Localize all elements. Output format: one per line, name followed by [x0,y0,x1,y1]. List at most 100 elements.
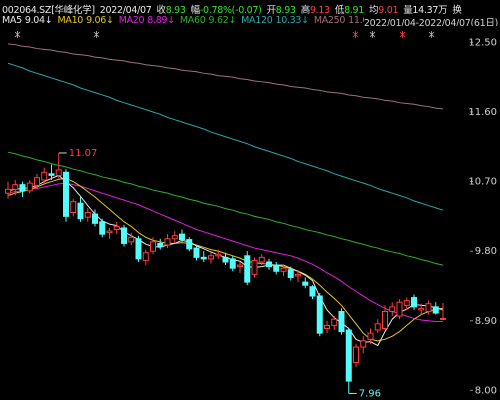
candle-body [353,346,359,364]
min-label: 7.96 [359,388,381,399]
candle-body [266,261,272,268]
legend-name: MA5 [2,15,22,26]
candle-body [121,227,127,244]
candle-body [251,259,258,275]
candle-body [229,258,236,269]
candle-body [222,256,229,263]
quote-date: 2022/04/07 [99,5,152,16]
quote-label: 幅 [190,5,201,16]
candle-body [200,256,207,260]
candle-body [70,201,77,213]
candle-body [157,242,164,248]
quote-value: 14.37万 [412,5,448,16]
y-tick-label: 8.90 [475,316,497,327]
candle-body [432,306,439,314]
candle-body [48,173,55,176]
markers [14,31,435,38]
candle-body [396,301,403,317]
stock-code: 002064.SZ[华峰化学] [2,5,95,16]
candle-body [237,264,243,268]
candle-body [309,286,316,297]
candle-body [77,202,84,220]
candle-body [19,184,26,192]
event-marker [352,31,359,38]
ma-legend: MA5 9.04↓ MA10 9.06↓ MA20 8.89↓ MA60 9.62↓ MA120… [2,15,498,26]
candle-body [273,264,280,272]
legend-value: 9.06↓ [86,15,114,26]
candle-body [280,267,287,272]
candle-body [360,340,367,348]
legend-value: 9.62↓ [208,15,237,26]
candle-body [208,255,214,260]
candle-body [295,273,301,277]
legend-name: MA20 [118,15,145,26]
event-marker [14,31,21,38]
max-label: 11.07 [69,148,98,159]
candle-body [345,329,352,382]
candle-body [26,182,33,192]
quote-label: 高 [300,5,311,16]
candle-body [150,241,156,252]
candle-body [411,297,417,308]
candle-body [179,233,185,241]
event-marker [399,31,406,38]
candle-body [92,213,98,224]
candle-body [84,212,91,218]
quote-line: 002064.SZ[华峰化学] 2022/04/07 收8.93 幅-0.78%(-0… [2,2,498,16]
quote-label: 量 [403,5,413,16]
candle-body [316,295,323,334]
event-marker [93,31,100,38]
candle-body [34,177,40,186]
candle-body [171,235,178,240]
candle-body [382,310,388,329]
candle-body [302,281,309,286]
y-tick-label: 8.00 [475,385,497,396]
candle-body [193,247,200,258]
candle-body [367,332,374,340]
candle-body [99,221,106,235]
candle-body [418,307,425,311]
candle-body [403,300,410,306]
candle-body [215,253,222,257]
event-marker [428,31,435,38]
candle-body [331,318,338,326]
candle-body [338,310,345,333]
legend-name: MA60 [179,15,206,26]
quote-value: 8.91 [344,5,365,16]
ma-line [7,151,444,266]
quote-value: 8.93 [165,5,186,16]
quote-label: 开 [266,5,277,16]
candle-body [5,188,11,194]
quote-value: -0.78%(-0.07) [199,5,262,16]
candle-body [106,230,113,234]
candle-body [258,256,265,263]
candle-body [186,239,193,250]
quote-label: 收 [156,5,167,16]
legend-value: 10.33↓ [275,15,309,26]
date-range: 2022/01/04-2022/04/07(61日) [363,15,498,26]
candle-body [425,303,432,312]
quote-label: 均 [369,5,379,16]
candle-body [55,169,62,176]
candle-body [142,252,149,261]
y-tick-label: 9.80 [475,246,497,257]
candle-body [287,269,294,278]
quote-label: 低 [334,5,345,16]
y-tick-label: 11.60 [468,107,497,118]
y-tick-label: 10.70 [468,177,497,188]
y-tick-label: 12.50 [468,37,497,48]
candle-body [324,324,330,329]
candle-body [244,255,251,283]
event-marker [369,31,376,38]
legend-value: 9.04↓ [24,15,53,26]
candle-body [128,236,135,243]
candle-body [440,317,446,320]
quote-value: 9.01 [378,5,399,16]
ma-line [7,62,444,211]
candle-body [164,238,171,246]
legend-name: MA120 [241,15,273,26]
legend-value: 8.89↓ [147,15,175,26]
quote-value: 9.13 [309,5,330,16]
